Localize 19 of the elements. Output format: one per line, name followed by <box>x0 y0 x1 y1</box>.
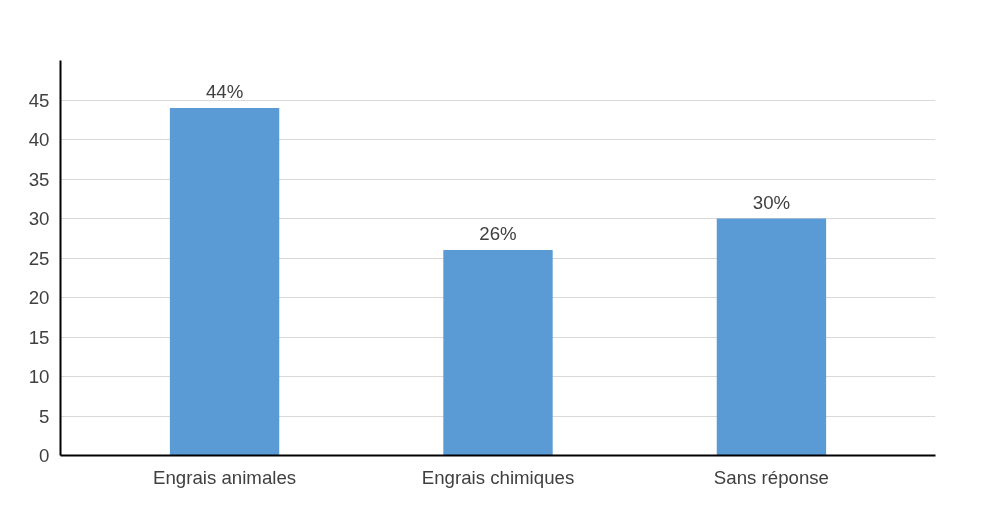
y-tick-label: 5 <box>39 405 50 427</box>
y-tick-label: 35 <box>28 168 50 190</box>
data-label: 30% <box>752 191 791 213</box>
y-tick-label: 25 <box>28 247 50 269</box>
y-tick-label: 0 <box>39 445 50 466</box>
y-tick-label: 15 <box>28 326 50 348</box>
y-tick-label: 45 <box>28 89 50 111</box>
bar <box>716 218 827 456</box>
y-tick-label: 20 <box>28 287 50 308</box>
y-tick-label: 40 <box>28 129 50 150</box>
bar <box>443 250 553 456</box>
bar <box>169 107 280 456</box>
x-tick-label: Engrais animales <box>153 466 297 488</box>
x-tick-label: Sans réponse <box>713 466 830 488</box>
y-tick-label: 10 <box>28 366 50 387</box>
y-tick-label: 30 <box>28 208 50 229</box>
x-tick-label: Engrais chimiques <box>421 466 575 488</box>
data-label: 26% <box>479 223 517 245</box>
data-label: 44% <box>205 80 244 102</box>
